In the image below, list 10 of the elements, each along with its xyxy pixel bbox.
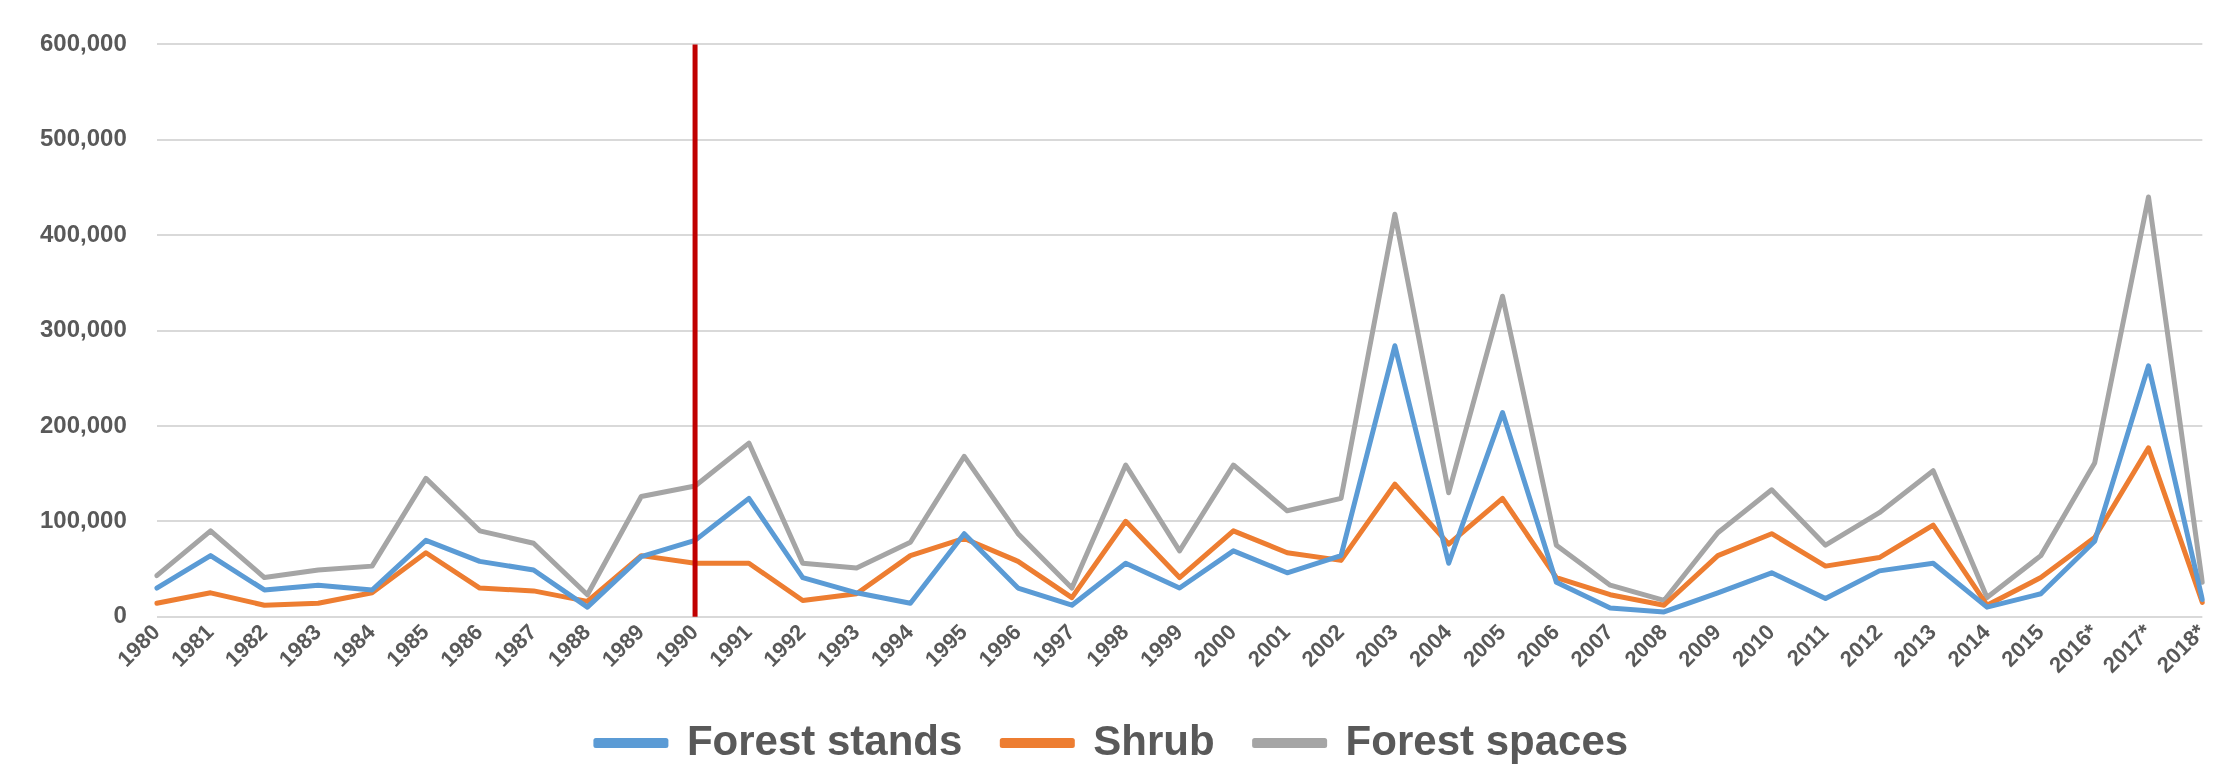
- y-tick-label: 200,000: [39, 410, 127, 438]
- y-tick-label: 0: [113, 601, 127, 629]
- y-tick-label: 400,000: [39, 219, 127, 247]
- y-tick-label: 500,000: [39, 124, 127, 152]
- y-tick-label: 300,000: [39, 315, 127, 343]
- legend-label: Shrub: [1093, 716, 1215, 764]
- y-tick-label: 600,000: [39, 29, 127, 57]
- legend-label: Forest stands: [686, 716, 963, 764]
- y-tick-label: 100,000: [39, 505, 127, 533]
- legend-label: Forest spaces: [1345, 716, 1629, 764]
